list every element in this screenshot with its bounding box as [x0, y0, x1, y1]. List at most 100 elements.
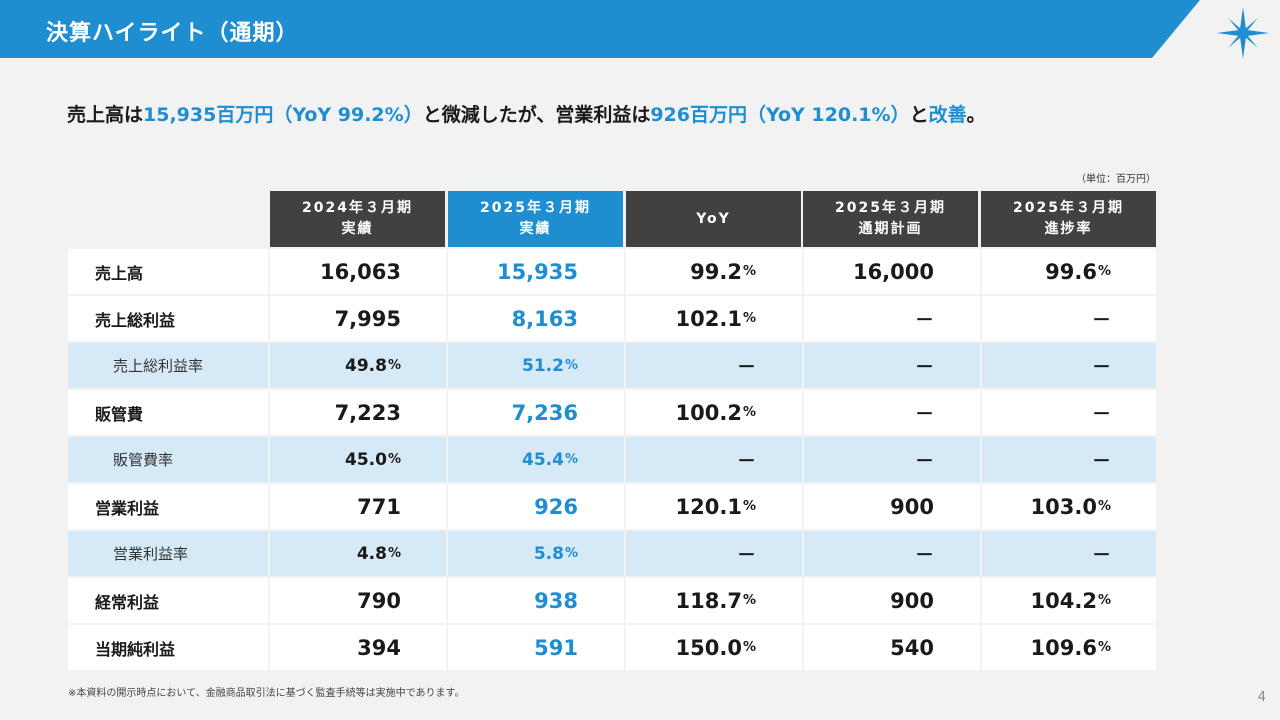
- cell-value: 7,223: [334, 400, 401, 425]
- cell-value: －: [914, 544, 934, 566]
- cell-col-1: 8,163: [512, 296, 578, 341]
- cell-col-0: 7,223: [335, 390, 401, 435]
- cell-col-4: －: [1092, 343, 1111, 388]
- column-separator: [268, 484, 270, 529]
- percent-suffix: %: [742, 640, 756, 655]
- cell-value: 104.2: [1030, 588, 1097, 613]
- cell-value: 790: [357, 588, 401, 613]
- column-separator: [802, 296, 804, 341]
- cell-col-2: 102.1%: [676, 296, 756, 341]
- percent-suffix: %: [742, 405, 756, 420]
- cell-value: 103.0: [1030, 494, 1097, 519]
- column-separator: [446, 578, 448, 623]
- cell-col-1: 591: [534, 625, 578, 670]
- table-row: 売上総利益 7,995 8,163 102.1% － －: [68, 296, 1156, 341]
- column-separator: [624, 578, 626, 623]
- cell-col-3: －: [915, 437, 934, 482]
- cell-value: 4.8: [356, 543, 387, 564]
- cell-value: －: [1091, 403, 1111, 425]
- column-header-fy2025-plan: 2025年３月期 通期計画: [803, 191, 978, 247]
- cell-value: 7,236: [511, 400, 578, 425]
- column-separator: [446, 296, 448, 341]
- column-separator: [268, 390, 270, 435]
- footnote: ※本資料の開示時点において、金融商品取引法に基づく監査手続等は実施中であります。: [68, 688, 465, 699]
- cell-col-1: 15,935: [497, 249, 578, 294]
- column-separator: [624, 484, 626, 529]
- cell-col-2: 150.0%: [676, 625, 756, 670]
- cell-col-3: －: [915, 390, 934, 435]
- cell-value: 938: [534, 588, 578, 613]
- column-separator: [268, 531, 270, 576]
- cell-value: 45.0: [345, 449, 387, 470]
- headline-text-2: と微減したが、営業利益は: [422, 104, 651, 126]
- column-header-line1: 2025年３月期: [480, 200, 591, 216]
- percent-suffix: %: [742, 499, 756, 514]
- percent-suffix: %: [564, 452, 578, 467]
- column-separator: [980, 437, 982, 482]
- cell-value: －: [736, 356, 756, 378]
- cell-value: －: [1091, 450, 1111, 472]
- column-separator: [980, 390, 982, 435]
- table-row: 営業利益率 4.8% 5.8% －－－: [68, 531, 1156, 576]
- column-header-fy2025-progress: 2025年３月期 進捗率: [981, 191, 1156, 247]
- cell-value: 771: [357, 494, 401, 519]
- cell-value: －: [914, 403, 934, 425]
- column-separator: [624, 625, 626, 670]
- cell-col-4: －: [1092, 390, 1111, 435]
- table-row: 当期純利益 394 591 150.0% 540 109.6%: [68, 625, 1156, 670]
- column-separator: [268, 437, 270, 482]
- header-band: [0, 0, 1200, 58]
- cell-value: 118.7: [675, 588, 742, 613]
- cell-value: －: [1091, 356, 1111, 378]
- cell-value: 7,995: [334, 306, 401, 331]
- headline-op-profit-highlight: 926百万円（YoY 120.1%）: [650, 104, 910, 126]
- column-header-line2: 通期計画: [858, 221, 923, 237]
- cell-col-0: 7,995: [335, 296, 401, 341]
- page-title: 決算ハイライト（通期）: [46, 21, 299, 46]
- column-separator: [268, 296, 270, 341]
- cell-col-3: －: [915, 296, 934, 341]
- percent-suffix: %: [1097, 593, 1111, 608]
- column-separator: [624, 249, 626, 294]
- row-label: 販管費: [95, 404, 144, 424]
- column-separator: [268, 249, 270, 294]
- cell-value: 591: [534, 635, 578, 660]
- column-separator: [980, 296, 982, 341]
- cell-col-0: 394: [357, 625, 401, 670]
- cell-col-4: 104.2%: [1031, 578, 1111, 623]
- cell-value: －: [914, 309, 934, 331]
- column-separator: [446, 484, 448, 529]
- headline-sales-highlight: 15,935百万円（YoY 99.2%）: [143, 104, 423, 126]
- cell-value: 5.8: [533, 543, 564, 564]
- column-separator: [446, 437, 448, 482]
- cell-col-3: 900: [890, 484, 934, 529]
- column-separator: [802, 437, 804, 482]
- page-number: 4: [1257, 690, 1266, 705]
- percent-suffix: %: [742, 593, 756, 608]
- cell-value: 51.2: [522, 355, 564, 376]
- column-header-yoy: YoY: [626, 191, 801, 247]
- cell-col-3: 540: [890, 625, 934, 670]
- row-label: 売上総利益率: [113, 357, 204, 375]
- column-header-line1: 2024年３月期: [302, 200, 413, 216]
- table-row: 経常利益 790 938 118.7% 900 104.2%: [68, 578, 1156, 623]
- column-separator: [980, 249, 982, 294]
- cell-value: 45.4: [522, 449, 564, 470]
- cell-col-0: 790: [357, 578, 401, 623]
- cell-col-1: 5.8%: [534, 531, 578, 576]
- cell-col-2: －: [737, 343, 756, 388]
- cell-value: －: [736, 450, 756, 472]
- cell-value: －: [914, 450, 934, 472]
- column-separator: [802, 625, 804, 670]
- cell-value: 16,000: [852, 259, 934, 284]
- cell-value: 394: [357, 635, 401, 660]
- column-header-line2: 実績: [341, 221, 374, 237]
- cell-col-4: －: [1092, 437, 1111, 482]
- cell-col-3: 16,000: [853, 249, 934, 294]
- cell-col-2: －: [737, 437, 756, 482]
- cell-value: 102.1: [675, 306, 742, 331]
- cell-col-1: 45.4%: [522, 437, 578, 482]
- percent-suffix: %: [564, 358, 578, 373]
- column-separator: [802, 484, 804, 529]
- column-header-fy2025-actual: 2025年３月期 実績: [448, 191, 623, 247]
